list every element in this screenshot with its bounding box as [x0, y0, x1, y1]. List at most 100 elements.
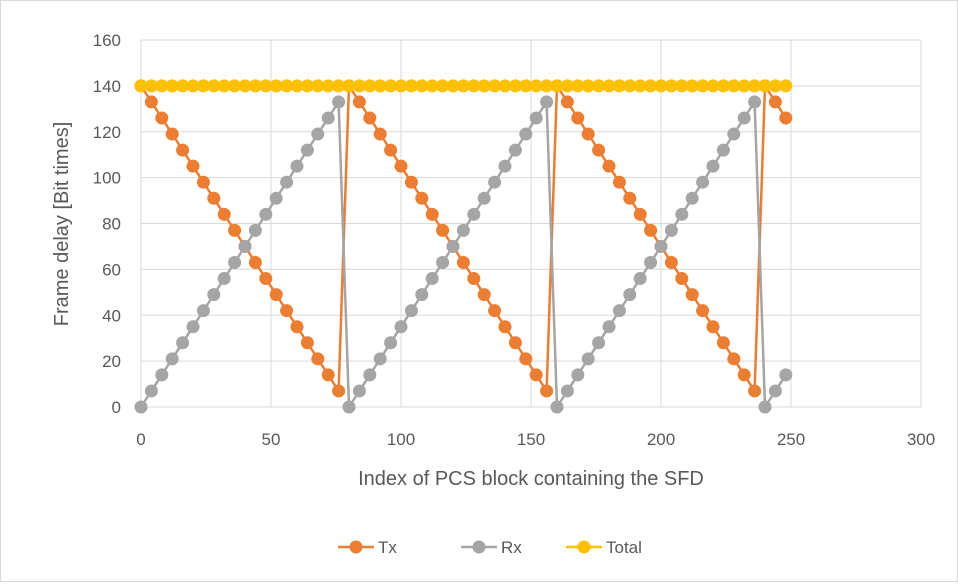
series-tx [134, 79, 793, 398]
data-point-total [623, 79, 637, 93]
data-point-total [321, 79, 335, 93]
data-point-tx [311, 352, 325, 366]
x-tick-label: 150 [517, 430, 545, 449]
y-tick-label: 0 [112, 398, 121, 417]
data-point-rx [134, 400, 148, 414]
series-total [134, 79, 793, 93]
data-point-tx [259, 272, 273, 286]
data-point-total [280, 79, 294, 93]
data-point-tx [477, 288, 491, 302]
data-point-tx [779, 111, 793, 125]
data-point-tx [290, 320, 304, 334]
data-point-rx [196, 304, 210, 318]
data-point-rx [332, 95, 346, 109]
legend-marker-tx [349, 540, 363, 554]
data-point-rx [415, 288, 429, 302]
data-point-rx [165, 352, 179, 366]
x-tick-label: 100 [387, 430, 415, 449]
data-point-total [592, 79, 606, 93]
data-point-rx [456, 223, 470, 237]
data-point-rx [446, 239, 460, 253]
data-point-total [352, 79, 366, 93]
data-point-rx [394, 320, 408, 334]
data-point-rx [716, 143, 730, 157]
data-point-total [404, 79, 418, 93]
data-point-tx [644, 223, 658, 237]
data-point-rx [737, 111, 751, 125]
data-point-tx [155, 111, 169, 125]
data-point-total [155, 79, 169, 93]
y-tick-label: 80 [102, 215, 121, 234]
data-point-tx [207, 191, 221, 205]
data-point-tx [560, 95, 574, 109]
data-point-tx [352, 95, 366, 109]
data-point-total [425, 79, 439, 93]
data-point-total [436, 79, 450, 93]
data-point-tx [228, 223, 242, 237]
data-point-total [498, 79, 512, 93]
data-point-rx [664, 223, 678, 237]
data-point-tx [571, 111, 585, 125]
data-point-tx [633, 207, 647, 221]
tick-layer: 0 20 40 60 80 100 120 140 160 0 50 100 150 200 250 300 [93, 31, 936, 449]
data-point-rx [176, 336, 190, 350]
data-point-rx [238, 239, 252, 253]
data-point-total [144, 79, 158, 93]
data-point-rx [425, 272, 439, 286]
data-point-tx [467, 272, 481, 286]
data-point-total [602, 79, 616, 93]
data-point-rx [508, 143, 522, 157]
x-axis-title: Index of PCS block containing the SFD [358, 468, 704, 490]
data-point-tx [321, 368, 335, 382]
data-point-tx [768, 95, 782, 109]
data-point-total [207, 79, 221, 93]
data-point-total [186, 79, 200, 93]
data-point-rx [352, 384, 366, 398]
data-point-tx [332, 384, 346, 398]
data-point-total [373, 79, 387, 93]
data-point-tx [415, 191, 429, 205]
data-point-rx [623, 288, 637, 302]
data-point-tx [300, 336, 314, 350]
y-tick-label: 100 [93, 169, 121, 188]
data-point-total [238, 79, 252, 93]
data-point-tx [581, 127, 595, 141]
data-point-total [134, 79, 148, 93]
data-point-total [612, 79, 626, 93]
data-point-total [664, 79, 678, 93]
data-point-rx [581, 352, 595, 366]
data-point-rx [384, 336, 398, 350]
data-point-rx [571, 368, 585, 382]
data-point-rx [696, 175, 710, 189]
data-point-total [384, 79, 398, 93]
data-point-tx [269, 288, 283, 302]
data-point-tx [217, 207, 231, 221]
data-point-rx [186, 320, 200, 334]
data-point-total [488, 79, 502, 93]
data-point-rx [768, 384, 782, 398]
series-rx [134, 95, 793, 414]
data-point-tx [529, 368, 543, 382]
legend-item-rx: Rx [461, 538, 522, 557]
data-point-total [748, 79, 762, 93]
data-point-tx [404, 175, 418, 189]
data-point-total [300, 79, 314, 93]
data-point-total [644, 79, 658, 93]
data-point-tx [498, 320, 512, 334]
data-point-rx [612, 304, 626, 318]
x-tick-label: 50 [262, 430, 281, 449]
data-point-total [269, 79, 283, 93]
data-point-tx [196, 175, 210, 189]
legend-item-tx: Tx [338, 538, 397, 557]
y-tick-label: 120 [93, 123, 121, 142]
legend-label-tx: Tx [378, 538, 397, 557]
data-point-rx [269, 191, 283, 205]
data-point-total [332, 79, 346, 93]
data-point-rx [280, 175, 294, 189]
data-point-total [675, 79, 689, 93]
data-point-tx [436, 223, 450, 237]
data-point-total [550, 79, 564, 93]
data-point-total [259, 79, 273, 93]
data-point-total [467, 79, 481, 93]
y-tick-label: 140 [93, 77, 121, 96]
